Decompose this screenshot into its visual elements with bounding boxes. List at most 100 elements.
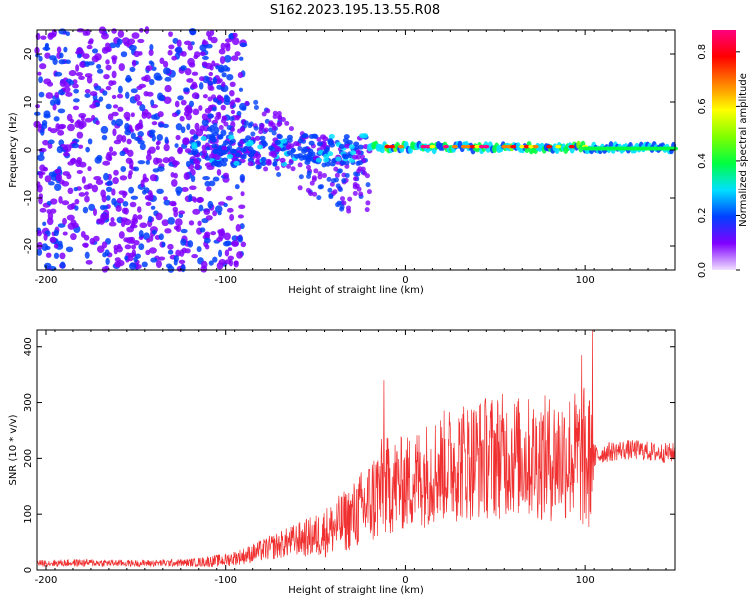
spectrogram-cell	[133, 50, 141, 58]
spectrogram-cell	[193, 158, 200, 164]
spectrogram-cell	[115, 205, 122, 212]
spectrogram-cell	[173, 209, 179, 218]
spectrogram-cell	[45, 92, 54, 99]
spectrogram-cell	[208, 71, 214, 77]
spectrogram-cell	[220, 161, 227, 167]
spectrogram-cell	[311, 133, 318, 139]
spectrogram-cell	[197, 220, 202, 227]
spectrogram-cell	[183, 172, 190, 180]
spectrogram-cell	[178, 210, 186, 215]
spectrogram-cell	[221, 145, 228, 151]
spectrogram-cell	[131, 217, 139, 225]
spectrogram-cell	[312, 191, 318, 197]
spectrogram-cell	[221, 115, 227, 121]
spectrogram-cell	[227, 255, 234, 261]
spectrogram-cell	[359, 154, 365, 160]
spectrogram-cell	[59, 79, 67, 87]
spectrogram-cell	[62, 171, 71, 176]
spectrogram-cell	[316, 141, 323, 147]
spectrogram-cell	[101, 134, 108, 141]
spectrogram-cell	[365, 200, 371, 206]
spectrogram-cell	[212, 256, 218, 263]
spectrogram-cell	[155, 145, 160, 151]
spectrogram-cell	[306, 173, 312, 179]
spectrogram-cell	[48, 181, 55, 186]
spectrogram-cell	[54, 91, 60, 99]
spectrogram-cell	[127, 149, 134, 157]
spectrogram-cell	[58, 28, 67, 35]
spectrogram-cell	[335, 156, 342, 162]
spectrogram-cell	[86, 44, 93, 50]
spectrogram-cell	[86, 75, 93, 84]
spectrogram-cell	[217, 134, 224, 140]
spectrogram-cell	[268, 120, 274, 126]
spectrogram-cell	[344, 160, 350, 166]
spectrogram-cell	[208, 180, 216, 187]
spectrogram-cell	[345, 205, 351, 211]
x-tick-label: -100	[214, 575, 237, 586]
spectrogram-cell	[116, 243, 122, 249]
spectrogram-cell	[116, 134, 124, 142]
spectrogram-cell	[91, 55, 100, 63]
spectrogram-cell	[217, 211, 222, 216]
spectrogram-cell	[75, 71, 83, 77]
spectrogram-cell	[211, 143, 218, 149]
spectrogram-cell	[162, 60, 169, 68]
y-tick-label: 20	[23, 48, 34, 61]
spectrogram-cell	[68, 70, 77, 77]
spectrogram-cell	[339, 160, 346, 166]
spectrogram-cell	[40, 35, 47, 40]
spectrogram-cell	[148, 129, 156, 134]
spectrogram-cell	[277, 115, 283, 121]
spectrogram-cell	[113, 169, 119, 176]
colorbar-gradient	[712, 30, 736, 270]
spectrogram-cell	[39, 164, 46, 172]
spectrogram-cell	[74, 198, 80, 205]
spectrogram-cell	[271, 152, 278, 158]
spectrogram-cell	[82, 206, 89, 214]
spectrogram-cell	[276, 110, 282, 116]
spectrogram-cell	[523, 144, 530, 149]
spectrogram-cell	[131, 249, 137, 258]
spectrogram-cell	[75, 50, 83, 55]
spectrogram-cell	[188, 100, 195, 108]
spectrogram-cell	[309, 180, 315, 186]
spectrogram-cell	[341, 178, 347, 184]
spectrogram-cell	[77, 144, 84, 149]
spectrogram-cell	[234, 51, 241, 57]
spectrogram-cell	[216, 237, 223, 242]
spectrogram-cell	[469, 144, 476, 149]
spectrogram-cell	[164, 76, 172, 82]
spectrogram-cell	[240, 241, 247, 248]
spectrogram-cell	[69, 118, 75, 124]
spectrogram-cell	[234, 152, 241, 158]
spectrogram-cell	[121, 135, 127, 143]
y-tick-label: 10	[23, 96, 34, 109]
spectrogram-cell	[57, 240, 63, 247]
spectrogram-cell	[49, 208, 57, 214]
spectrogram-cell	[215, 65, 220, 70]
spectrogram-cell	[337, 186, 343, 192]
spectrogram-cell	[218, 125, 224, 131]
spectrogram-cell	[76, 156, 83, 164]
spectrogram-cell	[240, 191, 245, 197]
spectrogram-cell	[501, 144, 508, 149]
spectrogram-cell	[232, 32, 238, 38]
spectrogram-cell	[180, 264, 186, 273]
spectrogram-cell	[210, 231, 217, 236]
snr-x-label: Height of straight line (km)	[288, 585, 424, 596]
spectrogram-cell	[35, 32, 41, 41]
spectrogram-cell	[191, 71, 199, 76]
spectrogram-cell	[36, 154, 45, 162]
spectrogram-cell	[82, 242, 89, 248]
spectrogram-cell	[58, 123, 67, 129]
spectrogram-cell	[174, 100, 180, 108]
spectrogram-cell	[190, 41, 195, 46]
spectrogram-cell	[201, 113, 208, 121]
spectrogram-cell	[204, 155, 211, 161]
spectrogram-cell	[175, 186, 183, 194]
spectrogram-cell	[38, 91, 45, 98]
spectrogram-cell	[307, 148, 314, 154]
spectrogram-cell	[129, 66, 136, 73]
